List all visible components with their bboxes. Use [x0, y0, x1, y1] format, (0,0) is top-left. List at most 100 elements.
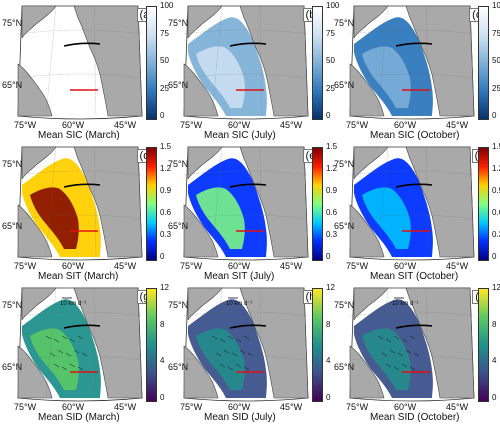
colorbar-tick-label: 0: [326, 111, 331, 120]
map-frame: [348, 145, 476, 263]
drift-vector-arrow: [239, 349, 246, 354]
map-canvas: [183, 287, 309, 402]
colorbar-tick-label: 25: [492, 84, 500, 93]
colorbar-tick-label: 4: [160, 356, 165, 365]
latitude-label-75n: 75°N: [168, 159, 189, 169]
map-frame: 10 km d⁻¹: [348, 286, 476, 404]
drift-vector-arrow: [77, 335, 84, 340]
longitude-label: 60°W: [394, 120, 417, 130]
colorbar-tick-label: 0.9: [326, 186, 338, 195]
colorbar-tick-label: 75: [492, 29, 500, 38]
drift-vector-arrow: [243, 366, 250, 371]
latitude-label-75n: 75°N: [2, 300, 23, 310]
map-frame: [16, 4, 144, 122]
northern-section-line: [63, 324, 101, 329]
canadian-landmass: [349, 5, 389, 117]
map-frame: [16, 145, 144, 263]
latitude-label-75n: 75°N: [334, 159, 355, 169]
colorbar-tick-label: 50: [492, 56, 500, 65]
longitude-label: 60°W: [394, 402, 417, 412]
greenland-landmass: [405, 5, 475, 117]
latitude-label-75n: 75°N: [2, 18, 23, 28]
colorbar-tick-label: 0: [160, 111, 165, 120]
sea-ice-core: [362, 46, 411, 108]
drift-vector-arrow: [77, 366, 84, 371]
greenland-landmass: [73, 287, 143, 399]
latitude-label-75n: 75°N: [168, 18, 189, 28]
latitude-line: [349, 311, 475, 317]
greenland-landmass: [73, 146, 143, 258]
map-canvas: [349, 5, 475, 120]
colorbar-tick-label: 0.9: [492, 186, 500, 195]
longitude-line: [259, 5, 263, 117]
drift-vector-arrow: [81, 352, 88, 357]
drift-vector-arrow: [61, 335, 68, 340]
sea-ice-core: [362, 328, 411, 390]
panel-title: Mean SID (October): [370, 412, 460, 423]
drift-vector-arrow: [385, 363, 392, 368]
colorbar-tick-label: 0.6: [492, 208, 500, 217]
longitude-label: 60°W: [228, 402, 251, 412]
northern-section-line: [395, 324, 433, 329]
canadian-landmass: [183, 146, 223, 258]
greenland-landmass: [239, 5, 309, 117]
colorbar-tick-label: 0.3: [160, 230, 172, 239]
longitude-label: 45°W: [280, 402, 303, 412]
longitude-label: 75°W: [14, 120, 37, 130]
drift-vector-arrow: [247, 352, 254, 357]
panel-title: Mean SID (July): [204, 412, 276, 423]
colorbar: [146, 6, 157, 120]
colorbar-tick-label: 0.3: [492, 230, 500, 239]
longitude-label: 75°W: [180, 261, 203, 271]
colorbar-tick-label: 100: [326, 1, 340, 10]
latitude-line: [17, 355, 143, 361]
drift-vector-arrow: [409, 335, 416, 340]
sea-ice-core: [30, 328, 79, 390]
latitude-line: [17, 214, 143, 220]
drift-vector-arrow: [45, 335, 52, 340]
sea-ice-core: [30, 46, 79, 108]
longitude-line: [211, 287, 223, 399]
greenland-landmass: [405, 146, 475, 258]
colorbar: [146, 288, 157, 402]
latitude-label-65n: 65°N: [334, 221, 355, 231]
latitude-line: [183, 355, 309, 361]
colorbar-tick-label: 0: [160, 393, 165, 402]
colorbar-tick-label: 25: [326, 84, 335, 93]
northern-section-line: [229, 42, 267, 47]
longitude-label: 45°W: [446, 261, 469, 271]
longitude-label: 60°W: [228, 120, 251, 130]
drift-vector-arrow: [61, 366, 68, 371]
drift-vector-arrow: [401, 363, 408, 368]
colorbar-tick-label: 0: [326, 393, 331, 402]
canadian-landmass: [17, 287, 57, 399]
colorbar-tick-label: 12: [326, 283, 335, 292]
drift-vector-arrow: [389, 349, 396, 354]
colorbar-tick-label: 100: [492, 1, 500, 10]
sea-ice-core: [362, 187, 411, 249]
colorbar-tick-label: 12: [492, 283, 500, 292]
colorbar-tick-label: 8: [326, 320, 331, 329]
map-canvas: [183, 146, 309, 261]
colorbar-tick-label: 1.5: [326, 142, 338, 151]
latitude-label-75n: 75°N: [2, 159, 23, 169]
northern-section-line: [395, 42, 433, 47]
latitude-label-65n: 65°N: [334, 362, 355, 372]
latitude-label-65n: 65°N: [2, 80, 23, 90]
longitude-label: 75°W: [346, 402, 369, 412]
latitude-label-65n: 65°N: [168, 362, 189, 372]
colorbar-tick-label: 100: [160, 1, 174, 10]
drift-vector-arrow: [53, 363, 60, 368]
colorbar-tick-label: 4: [492, 356, 497, 365]
latitude-line: [17, 29, 143, 35]
panel-title: Mean SIT (March): [38, 271, 119, 282]
colorbar-tick-label: 1.5: [492, 142, 500, 151]
drift-vector-arrow: [49, 352, 56, 357]
longitude-label: 45°W: [446, 120, 469, 130]
latitude-label-65n: 65°N: [334, 80, 355, 90]
colorbar-tick-label: 0: [326, 252, 331, 261]
longitude-label: 60°W: [62, 402, 85, 412]
